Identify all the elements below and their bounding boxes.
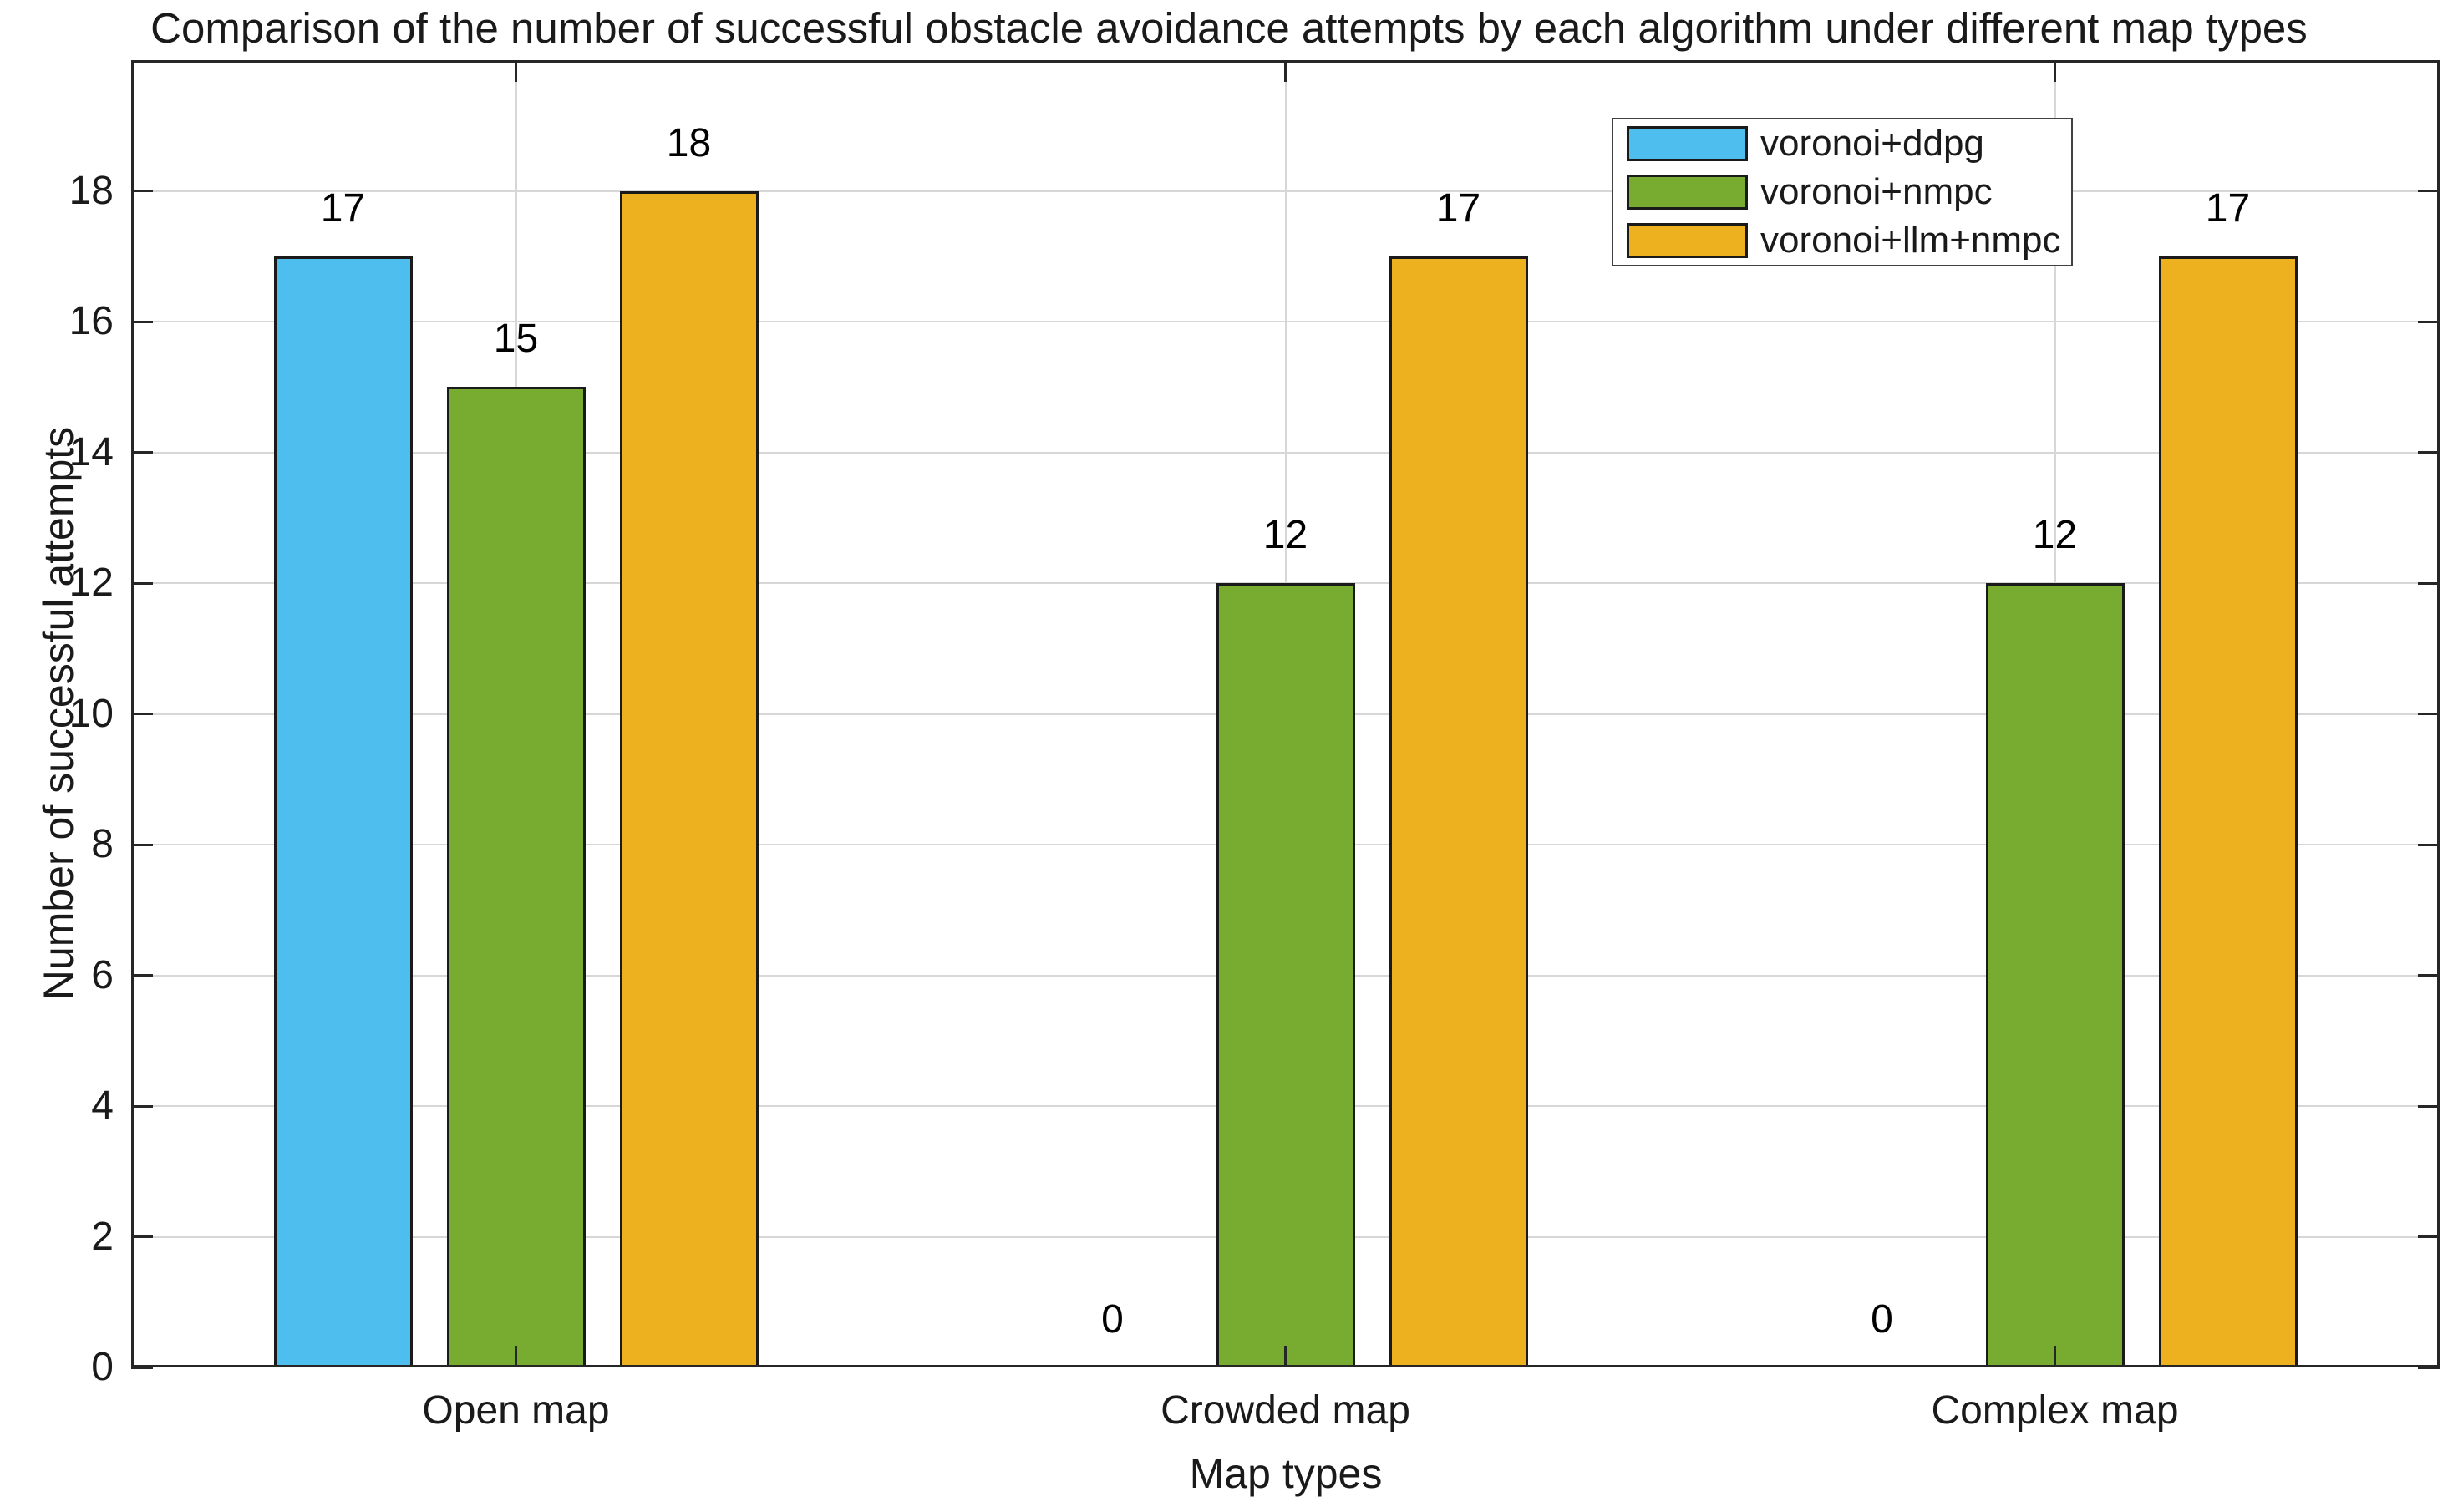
legend-item-voronoi-llm-nmpc: voronoi+llm+nmpc: [1613, 216, 2071, 265]
legend-item-voronoi-nmpc: voronoi+nmpc: [1613, 168, 2071, 216]
x-axis-label: Map types: [1189, 1450, 1383, 1497]
y-tick-right: [2418, 974, 2440, 977]
legend-swatch-voronoi-nmpc: [1627, 175, 1748, 210]
y-tick-label: 6: [91, 952, 114, 997]
y-tick: [131, 1104, 153, 1108]
bar-voronoi-llm-nmpc-complex-map: [2158, 256, 2298, 1367]
bar-value-label: 12: [2032, 513, 2078, 557]
y-tick-label: 18: [69, 168, 114, 213]
x-tick-label-crowded-map: Crowded map: [1160, 1388, 1410, 1433]
x-tick-top: [2054, 60, 2056, 82]
bar-voronoi-nmpc-crowded-map: [1216, 583, 1355, 1367]
bar-value-label: 0: [1871, 1297, 1893, 1342]
x-tick-label-complex-map: Complex map: [1931, 1388, 2179, 1433]
x-tick-top: [515, 60, 517, 82]
y-tick: [131, 974, 153, 977]
bar-value-label: 17: [320, 185, 366, 231]
y-tick-right: [2418, 190, 2440, 192]
chart-title: Comparison of the number of successful o…: [150, 4, 2308, 52]
y-tick-right: [2418, 581, 2440, 585]
bar-voronoi-llm-nmpc-open-map: [619, 190, 759, 1367]
y-tick: [131, 581, 153, 585]
y-tick: [131, 451, 153, 454]
y-tick-right: [2418, 843, 2440, 846]
bar-value-label: 18: [666, 120, 712, 165]
x-tick-label-open-map: Open map: [422, 1388, 610, 1433]
bar-voronoi-llm-nmpc-crowded-map: [1389, 256, 1528, 1367]
y-tick-label: 8: [91, 822, 114, 866]
y-tick: [131, 1366, 153, 1369]
y-tick-label: 0: [91, 1345, 114, 1389]
bar-value-label: 17: [1435, 185, 1481, 231]
y-tick-right: [2418, 320, 2440, 323]
y-tick-label: 16: [69, 299, 114, 343]
y-tick-right: [2418, 713, 2440, 715]
y-tick-right: [2418, 1104, 2440, 1108]
x-tick: [1284, 1346, 1287, 1367]
y-tick-right: [2418, 451, 2440, 454]
y-tick-right: [2418, 1235, 2440, 1238]
y-tick: [131, 713, 153, 715]
y-tick: [131, 1235, 153, 1238]
legend-swatch-voronoi-llm-nmpc: [1627, 223, 1748, 258]
bar-value-label: 17: [2205, 185, 2251, 231]
y-tick-label: 2: [91, 1214, 114, 1259]
y-tick-label: 4: [91, 1083, 114, 1128]
legend-swatch-voronoi-ddpg: [1627, 126, 1748, 161]
legend-item-voronoi-ddpg: voronoi+ddpg: [1613, 119, 2071, 168]
y-tick: [131, 843, 153, 846]
x-tick: [515, 1346, 517, 1367]
bar-value-label: 12: [1262, 513, 1308, 557]
legend-label: voronoi+ddpg: [1760, 123, 1984, 164]
y-tick: [131, 190, 153, 192]
y-tick-label: 12: [69, 561, 114, 605]
x-tick: [2054, 1346, 2056, 1367]
y-tick: [131, 320, 153, 323]
y-tick-label: 14: [69, 429, 114, 474]
bar-value-label: 0: [1101, 1297, 1124, 1342]
legend: voronoi+ddpg voronoi+nmpc voronoi+llm+nmpc: [1612, 118, 2073, 266]
bar-value-label: 15: [493, 317, 539, 362]
legend-label: voronoi+llm+nmpc: [1760, 220, 2061, 261]
bar-voronoi-ddpg-open-map: [273, 256, 413, 1367]
plot-area: 17 15 18 0 12 17 0 12 17: [131, 60, 2440, 1369]
x-tick-top: [1284, 60, 1287, 82]
bar-voronoi-nmpc-open-map: [446, 387, 586, 1367]
bar-voronoi-nmpc-complex-map: [1985, 583, 2125, 1367]
y-tick-label: 10: [69, 691, 114, 736]
y-tick-right: [2418, 1366, 2440, 1369]
legend-label: voronoi+nmpc: [1760, 171, 1993, 212]
